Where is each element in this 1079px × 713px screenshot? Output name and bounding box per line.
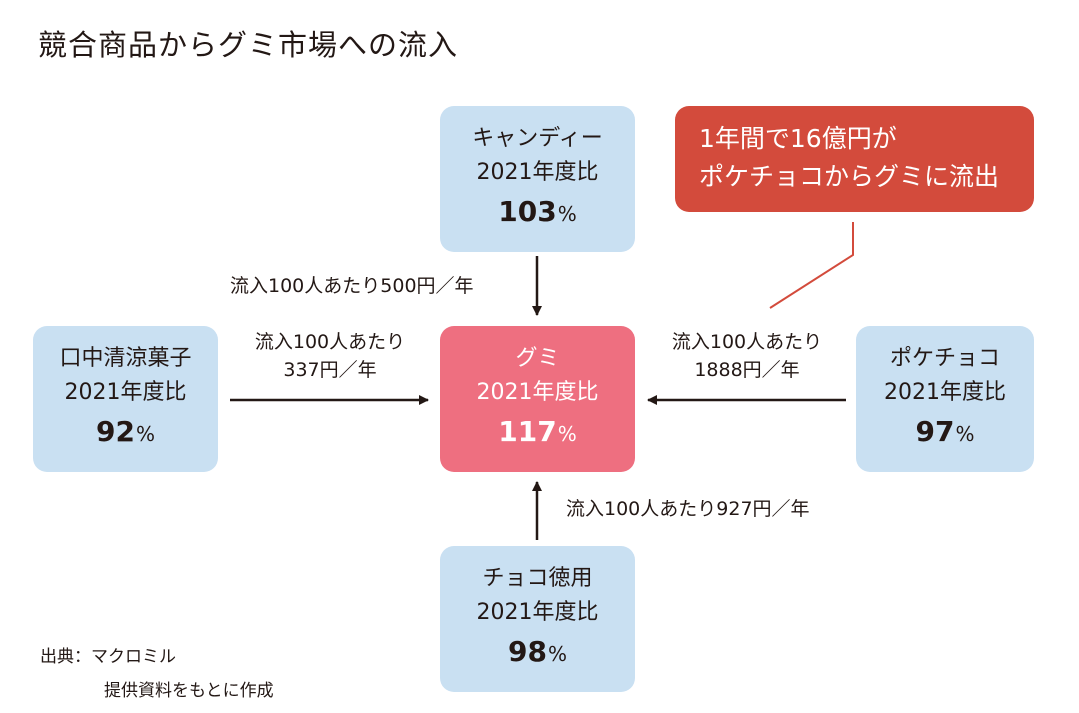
flow-label-candy: 流入100人あたり500円／年 — [230, 275, 474, 297]
choco-value-pack-name: チョコ徳用 — [482, 566, 593, 591]
candy-value: 103% — [498, 195, 577, 228]
gummy-box: グミ 2021年度比 117% — [440, 326, 635, 472]
choco-value-pack-box: チョコ徳用 2021年度比 98% — [440, 546, 635, 692]
callout-box: 1年間で16億円が ポケチョコからグミに流出 — [675, 106, 1034, 212]
flow-label-mouth-freshener: 流入100人あたり 337円／年 — [240, 328, 420, 384]
flow-label-mouth-freshener-line2: 337円／年 — [283, 359, 377, 381]
source-line1: 出典：マクロミル — [40, 647, 176, 667]
source-note: 出典：マクロミル 提供資料をもとに作成 — [40, 640, 274, 708]
pocket-choco-value: 97% — [915, 415, 975, 448]
pocket-choco-name: ポケチョコ — [889, 346, 1000, 371]
mouth-freshener-name: 口中清涼菓子 — [59, 346, 192, 371]
mouth-freshener-value: 92% — [96, 415, 155, 448]
flow-label-pocket-choco-line1: 流入100人あたり — [671, 331, 823, 353]
source-line2: 提供資料をもとに作成 — [104, 681, 274, 701]
page-title: 競合商品からグミ市場への流入 — [38, 28, 459, 62]
flow-label-mouth-freshener-line1: 流入100人あたり — [254, 331, 406, 353]
candy-ratio-label: 2021年度比 — [476, 160, 599, 185]
flow-label-pocket-choco-line2: 1888円／年 — [694, 359, 800, 381]
candy-box: キャンディー 2021年度比 103% — [440, 106, 635, 252]
gummy-name: グミ — [515, 346, 560, 371]
callout-leader-line — [769, 222, 854, 309]
candy-name: キャンディー — [472, 126, 603, 151]
choco-value-pack-value: 98% — [508, 635, 567, 668]
mouth-freshener-box: 口中清涼菓子 2021年度比 92% — [33, 326, 218, 472]
gummy-ratio-label: 2021年度比 — [476, 380, 599, 405]
choco-value-pack-ratio-label: 2021年度比 — [476, 600, 599, 625]
flow-label-pocket-choco: 流入100人あたり 1888円／年 — [652, 328, 842, 384]
gummy-value: 117% — [498, 415, 577, 448]
pocket-choco-box: ポケチョコ 2021年度比 97% — [856, 326, 1034, 472]
pocket-choco-ratio-label: 2021年度比 — [884, 380, 1006, 405]
callout-line2: ポケチョコからグミに流出 — [699, 162, 1000, 191]
callout-line1: 1年間で16億円が — [699, 124, 897, 153]
mouth-freshener-ratio-label: 2021年度比 — [64, 380, 187, 405]
flow-label-choco-value-pack: 流入100人あたり927円／年 — [566, 498, 810, 520]
